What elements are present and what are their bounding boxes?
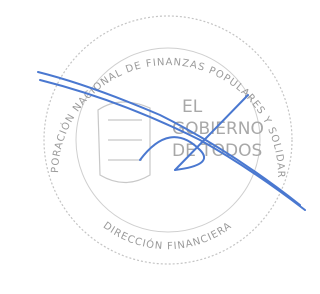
outer-ring — [44, 16, 292, 264]
stamp-bottom-text-path: DIRECCIÓN FINANCIERA — [101, 220, 234, 252]
stamp-bottom-text: DIRECCIÓN FINANCIERA — [101, 220, 234, 252]
center-line: EL — [182, 97, 203, 117]
inner-ring — [76, 48, 260, 232]
page: {"stamp": {"top_text": "CORPORACIÓN NACI… — [0, 0, 311, 294]
stamp-image: CORPORACIÓN NACIONAL DE FINANZAS POPULAR… — [0, 0, 311, 294]
